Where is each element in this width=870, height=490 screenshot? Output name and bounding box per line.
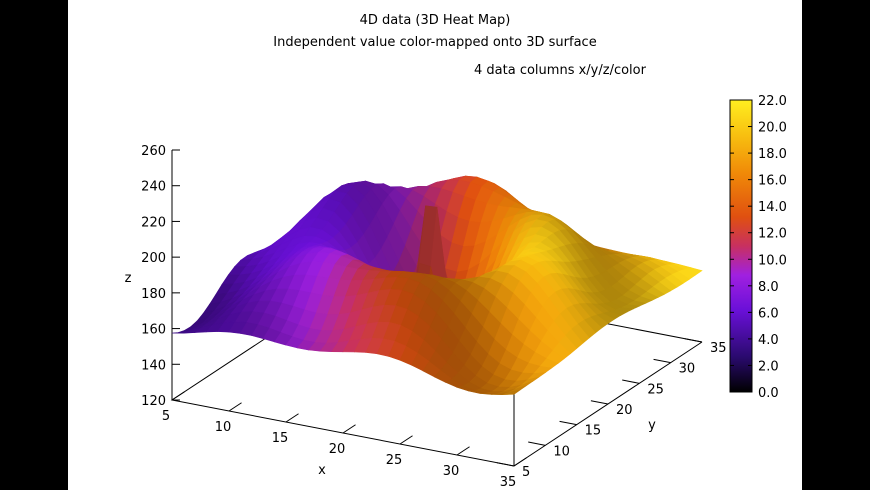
axes-front: 120 140 160 180 200 220 240 260 5 10 15 20 25 30 35 5 10… [141,144,726,490]
y-tick [559,420,577,426]
colorbar-tick-label: 16.0 [758,174,787,189]
chart-panel: 4D data (3D Heat Map) Independent value … [68,0,802,490]
z-tick-label: 160 [141,323,166,338]
z-tick-label: 220 [141,215,166,230]
y-tick [496,462,515,467]
colorbar-tick-label: 20.0 [758,121,787,136]
chart-svg: 4D data (3D Heat Map) Independent value … [125,13,787,490]
colorbar-tick-label: 12.0 [758,227,787,242]
x-tick-label: 15 [272,431,289,446]
colorbar-tick-label: 2.0 [758,359,779,374]
surface-facet [502,389,521,395]
colorbar-tick-label: 0.0 [758,386,779,401]
x-tick-label: 20 [329,442,346,457]
z-axis-label: z [125,271,132,286]
x-tick [513,457,527,467]
x-tick [285,413,299,423]
surface-mesh [171,175,703,396]
z-tick-label: 240 [141,180,166,195]
chart-annotation: 4 data columns x/y/z/color [474,63,647,78]
y-axis-label: y [648,418,656,433]
y-tick [590,400,609,405]
colorbar-tick-label: 14.0 [758,200,787,215]
x-axis-label: x [318,463,326,478]
z-tick-label: 180 [141,287,166,302]
y-tick-label: 15 [585,424,602,439]
chart-title: 4D data (3D Heat Map) [360,13,511,28]
y-tick-label: 10 [553,444,570,459]
colorbar-tick-label: 18.0 [758,147,787,162]
z-tick-label: 140 [141,358,166,373]
y-tick-label: 5 [522,465,530,480]
colorbar [729,99,753,393]
y-tick-label: 20 [616,403,633,418]
colorbar-tick-label: 4.0 [758,333,779,348]
x-tick [228,402,242,412]
x-tick [342,424,356,434]
y-tick-label: 25 [647,382,664,397]
colorbar-tick-label: 6.0 [758,306,779,321]
colorbar-tick-label: 10.0 [758,253,787,268]
x-tick-label: 10 [215,420,232,435]
y-tick [528,441,546,446]
y-tick-label: 35 [710,341,727,356]
y-tick-label: 30 [679,362,696,377]
x-tick-label: 25 [386,453,403,468]
x-tick-label: 30 [443,464,460,479]
y-tick [684,338,703,343]
z-tick-label: 260 [141,144,166,159]
x-tick-label: 5 [162,409,170,424]
z-tick-label: 120 [141,394,166,409]
y-tick [653,358,671,364]
y-tick [622,379,640,384]
chart-subtitle: Independent value color-mapped onto 3D s… [273,35,596,50]
x-tick [171,391,185,401]
z-tick-label: 200 [141,251,166,266]
colorbar-tick-label: 8.0 [758,280,779,295]
x-tick [456,446,470,456]
colorbar-ticks: 0.0 2.0 4.0 6.0 8.0 10.0 12.0 14.0 16.0 18.0 20.0 2… [730,94,787,401]
x-tick [399,435,413,445]
colorbar-tick-label: 22.0 [758,94,787,109]
x-tick-label: 35 [500,475,517,490]
